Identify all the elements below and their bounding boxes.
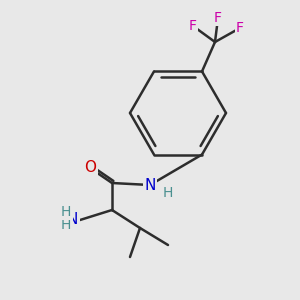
Text: H: H <box>61 205 71 219</box>
Text: N: N <box>144 178 156 193</box>
Text: H: H <box>61 218 71 232</box>
Text: F: F <box>189 19 197 33</box>
Text: F: F <box>214 11 222 25</box>
Text: O: O <box>84 160 96 175</box>
Text: N: N <box>67 212 78 227</box>
Text: F: F <box>236 21 244 35</box>
Text: H: H <box>163 186 173 200</box>
